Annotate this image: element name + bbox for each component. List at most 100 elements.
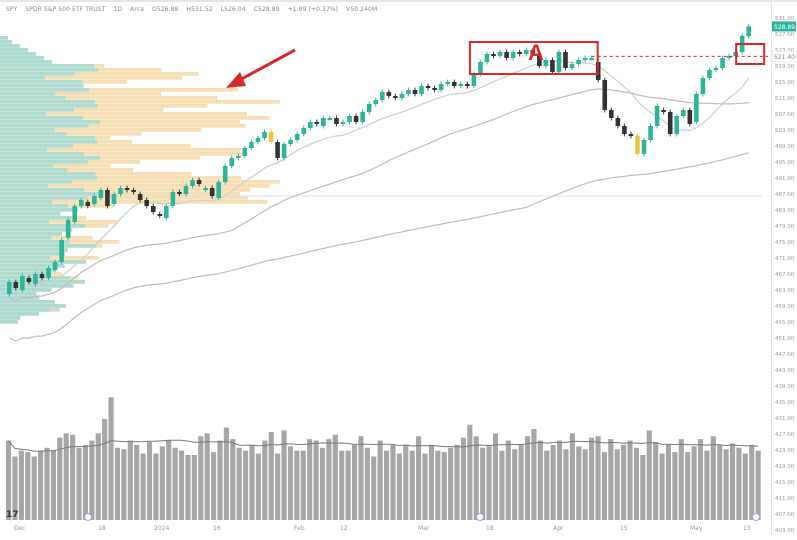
profile-bar-teal <box>0 120 100 124</box>
price-tick-label: 519.00 <box>775 64 795 70</box>
candle-body <box>65 220 71 238</box>
candle-body <box>582 58 588 60</box>
profile-bar <box>0 184 270 188</box>
volume-bar <box>473 436 479 520</box>
price-axis-divider <box>771 0 772 535</box>
time-tick-label: Mar <box>418 525 430 532</box>
volume-bar <box>441 452 447 520</box>
candle-body <box>307 122 313 128</box>
profile-bar-teal <box>0 236 52 240</box>
volume-bar <box>326 439 332 520</box>
price-tick-label: 427.00 <box>775 432 795 438</box>
volume-bar <box>31 456 37 520</box>
candle-body <box>432 88 437 90</box>
profile-bar-teal <box>0 248 68 252</box>
volume-bar <box>697 439 704 520</box>
candle-body <box>667 112 673 134</box>
profile-bar-teal <box>0 152 84 156</box>
volume-bar <box>384 450 390 520</box>
volume-bar <box>300 450 306 520</box>
candle-body <box>628 134 634 136</box>
price-tick-label: 487.00 <box>775 192 795 198</box>
ohlc-low: L526.04 <box>220 6 246 13</box>
chart-interval[interactable]: 1D <box>113 6 123 13</box>
candle-body <box>674 116 680 134</box>
profile-bar <box>0 120 241 124</box>
profile-bar-teal <box>0 160 88 164</box>
candle-body <box>648 126 653 140</box>
volume-bar <box>95 433 101 520</box>
profile-bar-teal <box>0 316 21 320</box>
profile-bar-teal <box>0 292 37 296</box>
candle-body <box>661 110 666 112</box>
volume-bar <box>755 450 761 520</box>
candle-body <box>445 82 451 84</box>
symbol-ticker: SPY <box>6 6 18 13</box>
candles <box>6 24 752 297</box>
volume-bar <box>627 440 633 520</box>
volume-bar <box>358 436 364 520</box>
ma-fast-line <box>9 60 750 290</box>
candle-body <box>491 54 496 56</box>
candle-body <box>170 192 176 206</box>
volume-bar <box>332 434 338 520</box>
annotation-arrow-shaft <box>235 48 296 84</box>
volume-bar <box>223 427 229 520</box>
candle-body <box>406 90 411 94</box>
profile-bar-teal <box>0 168 68 172</box>
volume-bar <box>159 446 165 520</box>
candle-body <box>609 110 614 118</box>
profile-bar <box>0 108 164 112</box>
profile-bar-teal <box>0 88 90 92</box>
price-tick-label: 511.00 <box>775 96 795 102</box>
volume-bar <box>307 439 313 520</box>
candle-body <box>713 68 719 70</box>
profile-bar-teal <box>0 200 53 204</box>
volume-bar <box>313 440 319 520</box>
profile-bar-teal <box>0 44 20 48</box>
volume-bar <box>377 440 383 520</box>
volume-bar <box>665 444 672 520</box>
time-tick-label: 13 <box>743 525 751 532</box>
volume-bar <box>454 444 460 520</box>
profile-bar <box>0 124 246 128</box>
candle-body <box>288 140 293 144</box>
candle-body <box>602 80 608 110</box>
event-marker-icon <box>84 513 92 521</box>
profile-bar-teal <box>0 96 66 100</box>
ma-slow-line <box>9 152 749 342</box>
profile-bar-teal <box>0 72 75 76</box>
profile-bar-teal <box>0 128 55 132</box>
candle-body <box>177 192 182 194</box>
candle-body <box>589 58 594 60</box>
profile-bar <box>0 112 248 116</box>
price-tick-label: 411.00 <box>775 496 795 502</box>
candle-body <box>249 142 254 148</box>
profile-bar-teal <box>0 232 62 236</box>
candle-body <box>504 52 509 58</box>
profile-bar-teal <box>0 108 74 112</box>
volume-bar <box>576 446 582 520</box>
candle-body <box>229 158 235 166</box>
candle-body <box>537 54 542 66</box>
profile-bar-teal <box>0 36 8 40</box>
price-tick-label: 423.00 <box>775 448 795 454</box>
price-tick-label: 495.00 <box>775 160 795 166</box>
volume-bar <box>659 453 665 520</box>
profile-bar-teal <box>0 144 74 148</box>
candle-body <box>85 202 91 206</box>
volume-bar <box>108 397 114 520</box>
candle-body <box>576 60 581 64</box>
candle-body <box>242 148 248 156</box>
volume-bar <box>191 455 197 520</box>
candle-body <box>236 156 241 158</box>
price-axis: 531.00 527.00 523.00 519.00 515.00 511.00 507.… <box>775 16 795 534</box>
profile-bar-teal <box>0 76 45 80</box>
volume-bar <box>319 447 326 520</box>
profile-bar-teal <box>0 272 51 276</box>
candle-body <box>131 190 136 192</box>
candle-body <box>654 106 660 126</box>
volume-bar <box>499 450 505 520</box>
volume-bar <box>537 440 543 520</box>
